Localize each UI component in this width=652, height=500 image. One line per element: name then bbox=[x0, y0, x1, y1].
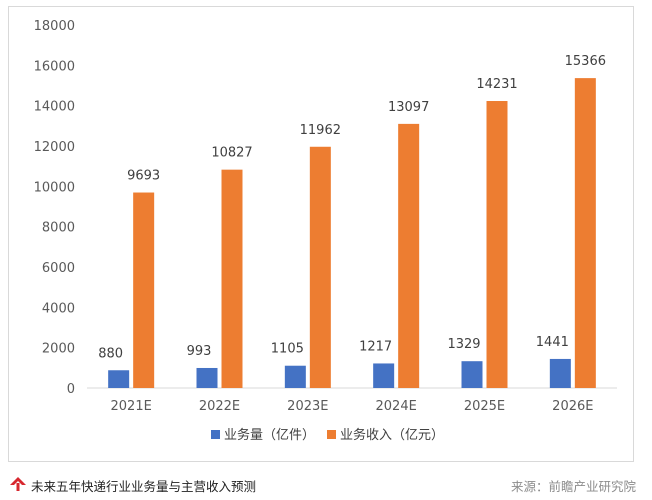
bar-volume bbox=[196, 367, 218, 388]
data-label: 1329 bbox=[447, 337, 480, 352]
bar-volume bbox=[461, 361, 483, 388]
bar-revenue bbox=[221, 169, 243, 388]
bar-volume bbox=[108, 370, 130, 388]
legend-swatch bbox=[211, 430, 220, 439]
data-label: 11962 bbox=[300, 123, 341, 138]
x-tick-label: 2026E bbox=[552, 399, 593, 414]
legend-label: 业务量（亿件） bbox=[224, 427, 315, 443]
x-tick-label: 2023E bbox=[287, 399, 328, 414]
data-label: 15366 bbox=[565, 54, 606, 69]
bar-revenue bbox=[486, 101, 508, 388]
data-label: 993 bbox=[187, 344, 212, 359]
qianzhan-logo-icon bbox=[10, 477, 26, 491]
footer-title: 未来五年快递行业业务量与主营收入预测 bbox=[31, 479, 257, 494]
y-tick-label: 16000 bbox=[34, 59, 75, 74]
x-axis-ticks: 2021E 2022E 2023E 2024E 2025E 2026E bbox=[111, 399, 594, 414]
chart-frame: 0 2000 4000 6000 8000 10000 12000 14000 16000 180… bbox=[8, 6, 634, 462]
legend-label: 业务收入（亿元） bbox=[340, 427, 444, 443]
bar-volume bbox=[549, 358, 571, 388]
y-tick-label: 8000 bbox=[42, 221, 75, 236]
legend-swatch bbox=[327, 430, 336, 439]
y-tick-label: 14000 bbox=[34, 100, 75, 115]
data-label: 13097 bbox=[388, 100, 429, 115]
y-tick-label: 18000 bbox=[34, 19, 75, 34]
data-label: 1441 bbox=[536, 335, 569, 350]
bar-volume bbox=[373, 363, 395, 388]
y-axis-ticks: 0 2000 4000 6000 8000 10000 12000 14000 16000 180… bbox=[34, 19, 75, 397]
x-tick-label: 2024E bbox=[376, 399, 417, 414]
data-label: 14231 bbox=[476, 77, 517, 92]
x-tick-label: 2025E bbox=[464, 399, 505, 414]
bars bbox=[108, 78, 596, 388]
y-tick-label: 2000 bbox=[42, 342, 75, 357]
bar-revenue bbox=[574, 78, 596, 388]
bar-revenue bbox=[309, 146, 331, 388]
y-tick-label: 10000 bbox=[34, 180, 75, 195]
x-tick-label: 2021E bbox=[111, 399, 152, 414]
y-tick-label: 0 bbox=[67, 382, 75, 397]
data-label: 880 bbox=[98, 346, 123, 361]
data-label: 1105 bbox=[271, 342, 304, 357]
footer: 未来五年快递行业业务量与主营收入预测 来源：前瞻产业研究院 bbox=[0, 470, 652, 500]
y-tick-label: 6000 bbox=[42, 261, 75, 276]
y-tick-label: 12000 bbox=[34, 140, 75, 155]
y-tick-label: 4000 bbox=[42, 301, 75, 316]
source-note: 来源：前瞻产业研究院 bbox=[510, 479, 636, 494]
data-label: 9693 bbox=[127, 169, 160, 184]
x-tick-label: 2022E bbox=[199, 399, 240, 414]
data-label: 1217 bbox=[359, 339, 392, 354]
bar-revenue bbox=[133, 192, 155, 388]
bar-revenue bbox=[398, 123, 420, 388]
bar-volume bbox=[284, 365, 306, 388]
data-labels: 880 9693 993 10827 1105 11962 1217 13097 1329 142… bbox=[98, 54, 606, 361]
data-label: 10827 bbox=[211, 146, 252, 161]
bar-chart: 0 2000 4000 6000 8000 10000 12000 14000 16000 180… bbox=[34, 19, 617, 443]
legend: 业务量（亿件） 业务收入（亿元） bbox=[211, 427, 444, 443]
